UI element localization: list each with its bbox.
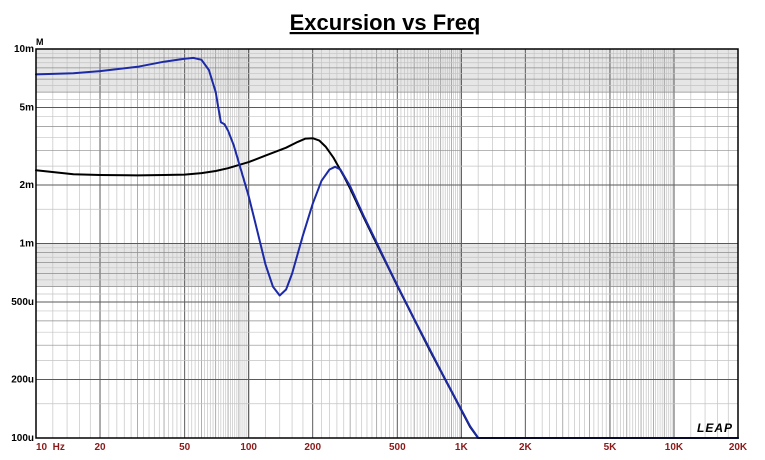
y-unit-label: M: [36, 37, 44, 47]
y-tick-label: 10m: [14, 44, 34, 55]
x-tick-label: 200: [304, 442, 321, 453]
x-tick-label: 10 Hz: [36, 442, 65, 453]
chart-title: Excursion vs Freq: [290, 10, 481, 35]
y-tick-labels: 10m 5m 2m 1m 500u 200u 100u: [11, 44, 34, 444]
y-tick-label: 2m: [20, 180, 35, 191]
series-line-2: [35, 56, 739, 439]
x-tick-label: 20: [94, 442, 106, 453]
x-tick-label: 100: [240, 442, 257, 453]
plot-frame: [35, 48, 739, 439]
x-tick-label: 20K: [729, 442, 748, 453]
x-tick-label: 500: [389, 442, 406, 453]
y-tick-label: 200u: [11, 374, 34, 385]
y-tick-label: 1m: [20, 239, 35, 250]
y-tick-label: 100u: [11, 433, 34, 444]
x-tick-labels: 10 Hz 20 50 100 200 500 1K 2K 5K 10K 20K: [36, 442, 748, 453]
y-tick-label: 5m: [20, 103, 35, 114]
shaded-band: [36, 49, 738, 93]
x-tick-label: 5K: [604, 442, 618, 453]
data-curves: [35, 56, 739, 439]
x-tick-label: 10K: [665, 442, 684, 453]
x-tick-label: 1K: [455, 442, 469, 453]
x-tick-label: 2K: [519, 442, 533, 453]
brand-logo: LEAP: [697, 421, 733, 435]
x-tick-label: 50: [179, 442, 191, 453]
grid-lines: [35, 48, 739, 439]
y-tick-label: 500u: [11, 297, 34, 308]
